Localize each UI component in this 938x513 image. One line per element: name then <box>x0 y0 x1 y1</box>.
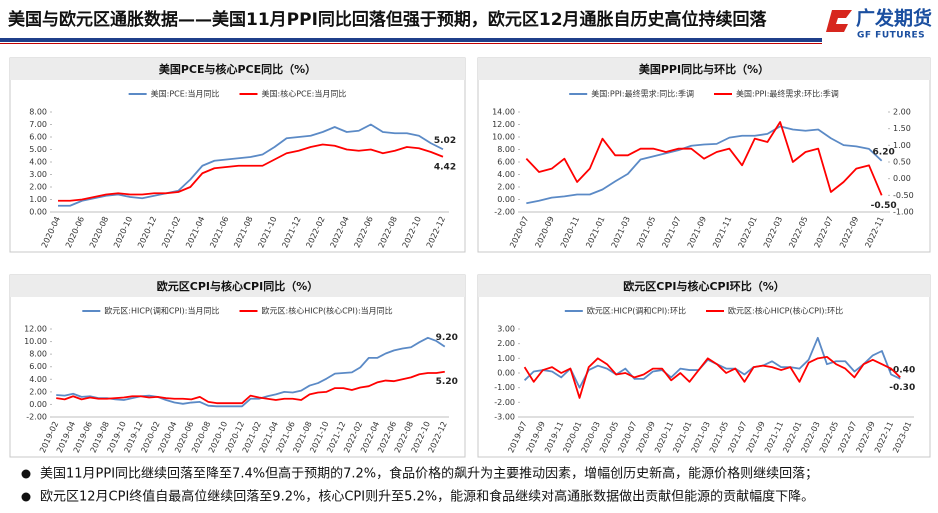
y-tick-label: 12.00 <box>24 325 47 334</box>
value-label: 4.42 <box>434 162 456 172</box>
y-tick-label: 2.00 <box>497 339 515 348</box>
series-line <box>525 121 883 196</box>
y-tick-label: 1.00 <box>497 354 515 363</box>
panel-title-bar <box>478 58 930 80</box>
y2-tick-label: 1.50 <box>893 124 911 133</box>
series-line <box>58 123 444 207</box>
legend-label: 欧元区:核心HICP(核心CPI):当月同比 <box>262 306 393 316</box>
value-label: -0.30 <box>889 383 915 393</box>
header-rule-accent <box>0 43 822 44</box>
value-label: -0.40 <box>889 365 915 375</box>
series-line <box>523 355 901 399</box>
panel-title-bar <box>478 275 930 297</box>
chart-title: 欧元区CPI与核心CPI同比（%） <box>157 279 318 293</box>
chart-title: 欧元区CPI与核心CPI环比（%） <box>623 279 784 293</box>
logo-icon <box>826 10 852 32</box>
y2-tick-label: 0.00 <box>893 174 911 183</box>
y-tick-label: -2.00 <box>494 398 515 407</box>
value-label: 5.02 <box>434 136 456 146</box>
y2-tick-label: -1.00 <box>893 208 914 217</box>
y-tick-label: -1.00 <box>494 383 515 392</box>
legend-label: 美国:PCE:当月同比 <box>151 89 220 99</box>
y-tick-label: -2.00 <box>494 208 515 217</box>
panel-title-bar <box>10 58 465 80</box>
logo-subtext: GF FUTURES <box>857 31 925 41</box>
y-tick-label: 10.00 <box>492 133 515 142</box>
y-tick-label: 6.00 <box>29 133 47 142</box>
y-tick-label: 12.00 <box>492 120 515 129</box>
panel <box>9 57 466 253</box>
y-tick-label: 3.00 <box>29 170 47 179</box>
y2-tick-label: 0.50 <box>893 158 911 167</box>
value-label: -0.50 <box>871 201 897 211</box>
bullet-dot <box>21 469 31 479</box>
panel <box>9 274 466 458</box>
legend-label: 美国:PPI:最终需求:同比:季调 <box>591 89 694 99</box>
legend-label: 美国:核心PCE:当月同比 <box>262 89 347 99</box>
panel <box>477 274 931 458</box>
y-tick-label: 7.00 <box>29 120 47 129</box>
legend-label: 欧元区:HICP(调和CPI):环比 <box>587 306 686 316</box>
y-tick-label: 2.00 <box>497 183 515 192</box>
logo-text: 广发期货 <box>856 7 932 30</box>
series-line <box>58 143 444 202</box>
header-rule <box>0 38 822 42</box>
y-tick-label: 8.00 <box>29 108 47 117</box>
y-tick-label: 0.00 <box>29 208 47 217</box>
y-tick-label: 10.00 <box>24 337 47 346</box>
y2-tick-label: -0.50 <box>893 191 914 200</box>
y-tick-label: 5.00 <box>29 145 47 154</box>
y2-tick-label: 1.00 <box>893 141 911 150</box>
bullet-dot <box>21 492 31 502</box>
y2-tick-label: 2.00 <box>893 108 911 117</box>
legend-label: 美国:PPI:最终需求:环比:季调 <box>736 89 839 99</box>
chart-title: 美国PPI同比与环比（%） <box>639 62 769 76</box>
legend: 欧元区:HICP(调和CPI):当月同比 欧元区:核心HICP(核心CPI):当月… <box>82 306 393 316</box>
y-tick-label: -3.00 <box>494 413 515 422</box>
series-line <box>56 370 445 405</box>
y-tick-label: 4.00 <box>29 375 47 384</box>
y-tick-label: 2.00 <box>29 183 47 192</box>
y-tick-label: 2.00 <box>29 387 47 396</box>
panel <box>477 57 931 253</box>
legend-label: 欧元区:HICP(调和CPI):当月同比 <box>104 306 219 316</box>
y-tick-label: 14.00 <box>492 108 515 117</box>
legend-label: 欧元区:核心HICP(核心CPI):环比 <box>728 306 843 316</box>
y-tick-label: -2.00 <box>26 413 47 422</box>
y-tick-label: 4.00 <box>29 158 47 167</box>
value-label: 9.20 <box>436 333 458 343</box>
y-tick-label: 6.00 <box>29 362 47 371</box>
legend: 美国:PPI:最终需求:同比:季调 美国:PPI:最终需求:环比:季调 <box>569 89 839 99</box>
value-label: 6.20 <box>873 147 895 157</box>
y-tick-label: 0.00 <box>497 369 515 378</box>
bullet-text: 美国11月PPI同比继续回落至降至7.4%但高于预期的7.2%，食品价格的飙升为… <box>40 466 818 482</box>
y-tick-label: 4.00 <box>497 170 515 179</box>
y-tick-label: 1.00 <box>29 195 47 204</box>
y-tick-label: 3.00 <box>497 325 515 334</box>
y-tick-label: 8.00 <box>29 350 47 359</box>
legend: 欧元区:HICP(调和CPI):环比 欧元区:核心HICP(核心CPI):环比 <box>564 306 843 316</box>
y-tick-label: 8.00 <box>497 145 515 154</box>
y-tick-label: 0.00 <box>497 195 515 204</box>
series-line <box>56 336 446 408</box>
slide-title: 美国与欧元区通胀数据——美国11月PPI同比回落但强于预期，欧元区12月通胀自历… <box>8 9 768 30</box>
legend: 美国:PCE:当月同比 美国:核心PCE:当月同比 <box>128 89 347 99</box>
panel-title-bar <box>10 275 465 297</box>
bullet-text: 欧元区12月CPI终值自最高位继续回落至9.2%，核心CPI则升至5.2%，能源… <box>40 489 814 505</box>
chart-title: 美国PCE与核心PCE同比（%） <box>159 62 316 76</box>
logo: 广发期货 GF FUTURES <box>826 7 932 41</box>
value-label: 5.20 <box>436 377 458 387</box>
y-tick-label: 6.00 <box>497 158 515 167</box>
y-tick-label: 0.00 <box>29 400 47 409</box>
series-line <box>526 125 883 205</box>
